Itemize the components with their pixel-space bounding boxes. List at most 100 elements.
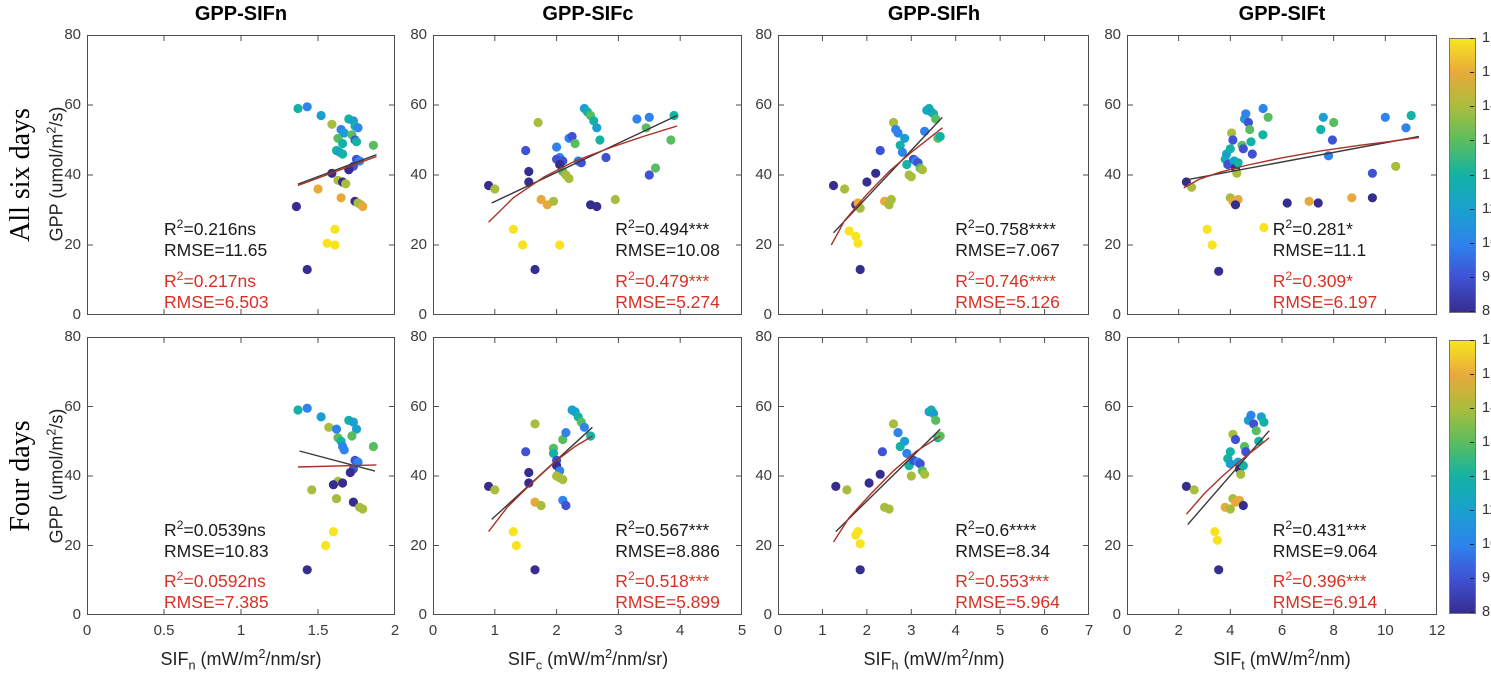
data-point xyxy=(1259,222,1269,233)
colorbar-tick-mark xyxy=(1470,510,1474,511)
data-point xyxy=(490,184,500,194)
x-tick-label: 5 xyxy=(995,622,1005,639)
x-tick-label: 4 xyxy=(676,622,685,639)
data-point xyxy=(610,194,620,205)
x-tick-label: 5 xyxy=(737,622,747,639)
data-point xyxy=(644,170,654,180)
data-point xyxy=(345,467,355,478)
panel-title-gpp-sifn: GPP-SIFn xyxy=(194,3,288,25)
colorbar-gradient xyxy=(1450,341,1475,613)
data-point xyxy=(875,469,885,479)
data-point xyxy=(1225,447,1235,457)
data-point xyxy=(1406,110,1416,121)
annotation-black: R2=0.567*** RMSE=8.886 xyxy=(615,517,720,561)
y-tick-label: 80 xyxy=(755,328,772,345)
data-point xyxy=(351,137,362,147)
data-point xyxy=(906,471,916,481)
data-point xyxy=(521,447,531,457)
data-point xyxy=(338,478,348,488)
colorbar-tick-label: 11 xyxy=(1482,200,1491,217)
y-tick-label: 80 xyxy=(410,328,427,345)
data-point xyxy=(1189,485,1199,495)
colorbar-tick-label: 12 xyxy=(1482,166,1491,183)
y-tick-label: 0 xyxy=(763,306,772,323)
colorbar-tick-mark xyxy=(1470,544,1474,545)
x-tick-label: 6 xyxy=(1040,622,1049,639)
data-point xyxy=(1391,161,1401,171)
y-tick-label: 40 xyxy=(1104,467,1121,484)
data-point xyxy=(1238,144,1248,154)
colorbar-tick-label: 8 xyxy=(1482,303,1491,319)
data-point xyxy=(840,184,850,194)
colorbar-tick-label: 15 xyxy=(1482,64,1491,81)
data-point xyxy=(831,481,841,491)
data-point xyxy=(322,238,332,248)
data-point xyxy=(902,159,912,170)
data-point xyxy=(353,457,363,467)
data-point xyxy=(348,497,358,507)
data-point xyxy=(1233,158,1243,168)
fit-black-line xyxy=(297,154,377,185)
annotation-black: R2=0.0539ns RMSE=10.83 xyxy=(164,517,269,561)
colorbar-tick-mark xyxy=(1470,374,1474,375)
data-point xyxy=(351,424,362,434)
annotation-red: R2=0.0592ns RMSE=7.385 xyxy=(164,569,269,613)
data-point xyxy=(917,165,927,175)
data-point xyxy=(327,119,337,129)
data-point xyxy=(1238,461,1248,471)
colorbar-tick-label: 11 xyxy=(1482,502,1491,518)
scatter-panel-gpp-sifc-row1 xyxy=(433,337,742,615)
colorbar-tick-mark xyxy=(1470,476,1474,477)
data-point xyxy=(641,123,651,133)
x-tick-label: 0 xyxy=(428,622,438,639)
panel-title-gpp-sifc: GPP-SIFc xyxy=(542,3,634,25)
data-point xyxy=(1214,565,1224,575)
data-point xyxy=(570,138,580,149)
colorbar-tick-label: 16 xyxy=(1482,30,1491,46)
annotation-red: R2=0.518*** RMSE=5.899 xyxy=(615,569,720,613)
data-point xyxy=(328,527,338,537)
data-point xyxy=(1245,124,1255,135)
data-point xyxy=(561,500,571,511)
colorbar-tick-label: 15 xyxy=(1482,366,1491,382)
data-point xyxy=(875,145,885,156)
data-point xyxy=(530,419,540,429)
row-label-all-six-days: All six days xyxy=(5,108,36,242)
x-tick-label: 2 xyxy=(862,622,872,639)
data-point xyxy=(1210,527,1220,537)
data-point xyxy=(508,224,518,234)
row-label-four-days: Four days xyxy=(5,420,36,532)
data-point xyxy=(1202,224,1212,234)
colorbar-tick-mark xyxy=(1470,578,1474,579)
data-point xyxy=(558,474,568,485)
y-tick-label: 60 xyxy=(755,397,772,415)
data-point xyxy=(855,539,865,549)
data-point xyxy=(1318,112,1328,122)
data-point xyxy=(915,459,925,469)
data-point xyxy=(330,240,340,250)
x-tick-label: 7 xyxy=(1084,622,1094,639)
y-tick-label: 60 xyxy=(1104,397,1121,415)
data-point xyxy=(330,224,340,234)
data-point xyxy=(877,447,887,457)
fit-red-line xyxy=(830,127,943,246)
data-point xyxy=(895,140,905,150)
data-point xyxy=(666,135,676,145)
data-point xyxy=(291,201,301,212)
y-tick-label: 80 xyxy=(755,26,772,43)
data-point xyxy=(844,226,854,236)
data-point xyxy=(931,415,941,425)
data-point xyxy=(1230,200,1241,210)
data-point xyxy=(324,422,334,432)
data-point xyxy=(530,264,540,275)
data-point xyxy=(1227,128,1237,138)
y-tick-label: 20 xyxy=(755,536,772,554)
data-point xyxy=(328,480,338,490)
fit-red-line xyxy=(488,125,678,223)
colorbar-tick-label: 9 xyxy=(1482,268,1491,285)
colorbar-tick-label: 8 xyxy=(1482,604,1491,620)
data-point xyxy=(368,140,378,150)
data-point xyxy=(902,448,912,458)
x-tick-label: 2 xyxy=(1174,622,1183,639)
colorbar-tick-mark xyxy=(1470,340,1474,341)
